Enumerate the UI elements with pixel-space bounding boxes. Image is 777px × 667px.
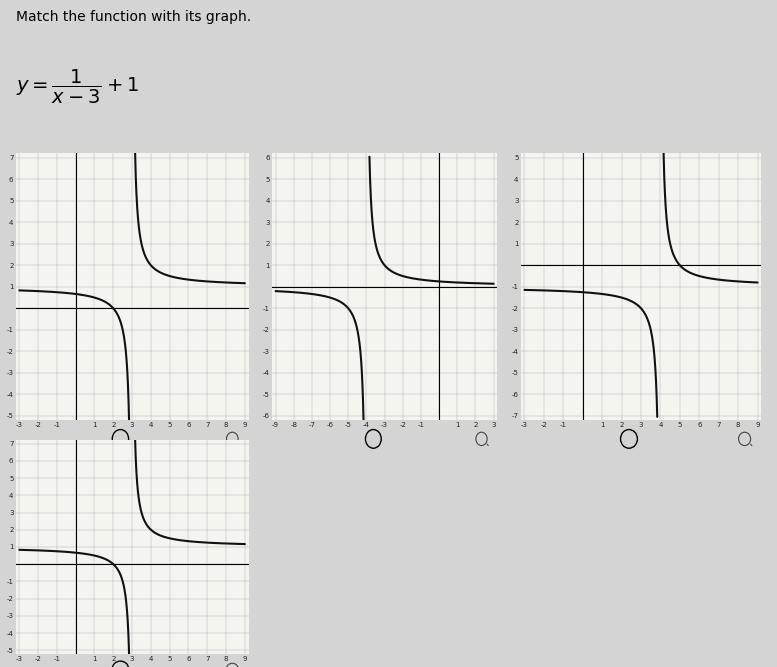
Text: $y = \dfrac{1}{x - 3} + 1$: $y = \dfrac{1}{x - 3} + 1$: [16, 67, 138, 106]
Text: Match the function with its graph.: Match the function with its graph.: [16, 10, 251, 24]
